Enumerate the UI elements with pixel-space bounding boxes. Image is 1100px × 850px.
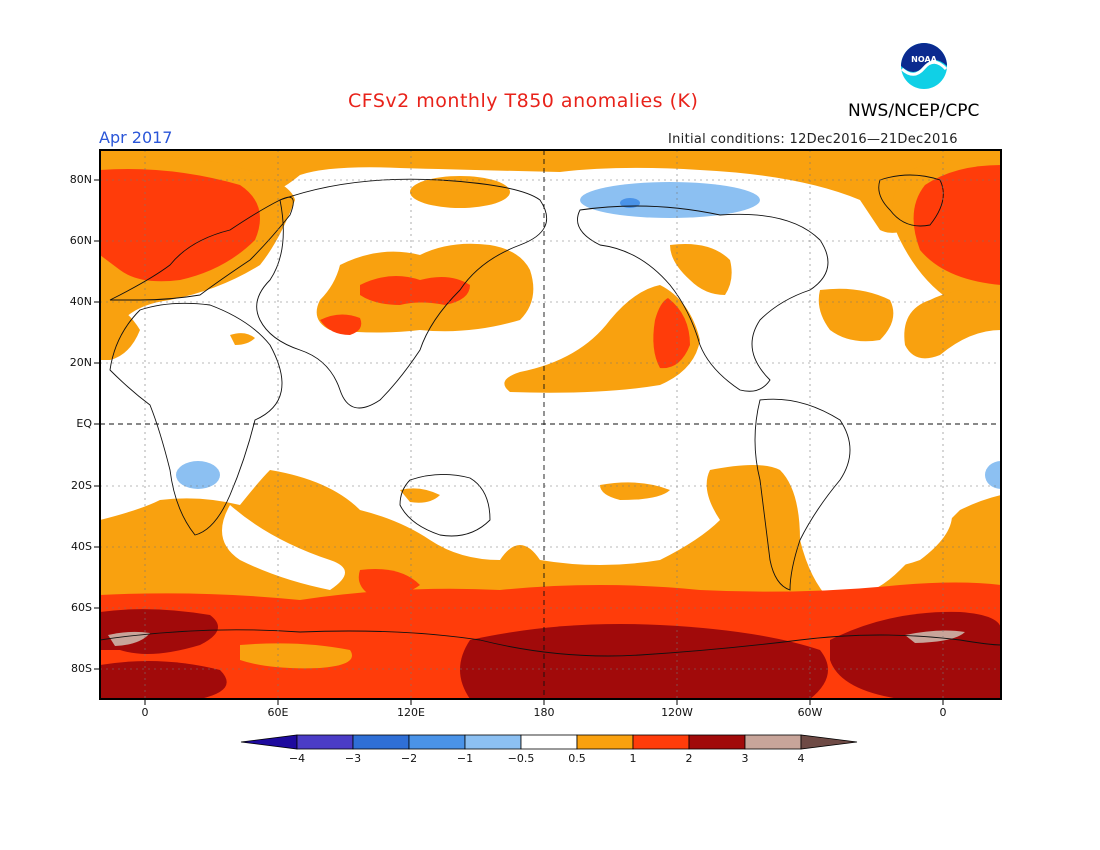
colorbar bbox=[240, 734, 858, 750]
anomaly-region-north-pacific bbox=[504, 285, 700, 393]
anomaly-region-arctic bbox=[100, 150, 1001, 233]
lat-label-40n: 40N bbox=[69, 295, 92, 308]
lat-label-eq: EQ bbox=[76, 417, 92, 430]
noaa-logo-icon: NOAA bbox=[900, 43, 948, 89]
lat-label-40s: 40S bbox=[71, 540, 92, 553]
colorbar-label: 0.5 bbox=[568, 752, 586, 765]
colorbar-segment bbox=[464, 734, 522, 750]
reference-lines bbox=[100, 150, 1001, 699]
colorbar-label: −3 bbox=[344, 752, 362, 765]
colorbar-label: 3 bbox=[741, 752, 749, 765]
colorbar-segment bbox=[296, 734, 354, 750]
colorbar-label: 4 bbox=[797, 752, 805, 765]
colorbar-segment bbox=[688, 734, 746, 750]
colorbar-segment bbox=[520, 734, 578, 750]
colorbar-label: −4 bbox=[288, 752, 306, 765]
colorbar-segment bbox=[352, 734, 410, 750]
colorbar-segment bbox=[408, 734, 466, 750]
colorbar-segment bbox=[632, 734, 690, 750]
lat-label-80n: 80N bbox=[69, 173, 92, 186]
anomaly-region-europe-strong bbox=[100, 169, 260, 282]
lat-label-60s: 60S bbox=[71, 601, 92, 614]
lon-label-120e: 120E bbox=[397, 706, 425, 719]
colorbar-label: 2 bbox=[685, 752, 693, 765]
forecast-month-label: Apr 2017 bbox=[99, 128, 173, 147]
lon-label-180: 180 bbox=[533, 706, 555, 719]
lat-label-80s: 80S bbox=[71, 662, 92, 675]
anomaly-region-arctic-cool bbox=[580, 182, 760, 218]
colorbar-label: −1 bbox=[456, 752, 474, 765]
colorbar-label: −2 bbox=[400, 752, 418, 765]
anomaly-region-africa-cool bbox=[176, 461, 220, 489]
lat-label-20n: 20N bbox=[69, 356, 92, 369]
colorbar-label: −0.5 bbox=[507, 752, 535, 765]
continent-outlines bbox=[100, 174, 1001, 657]
colorbar-segment bbox=[800, 734, 858, 750]
lat-label-60n: 60N bbox=[69, 234, 92, 247]
anomaly-region-antarctic-core bbox=[460, 624, 828, 699]
lon-label-0: 0 bbox=[141, 706, 149, 719]
colorbar-segment bbox=[744, 734, 802, 750]
lon-label-0-east: 0 bbox=[939, 706, 947, 719]
lat-label-20s: 20S bbox=[71, 479, 92, 492]
lon-label-120w: 120W bbox=[661, 706, 693, 719]
initial-conditions-label: Initial conditions: 12Dec2016—21Dec2016 bbox=[668, 132, 958, 147]
logo-text: NOAA bbox=[911, 55, 937, 64]
lon-label-60e: 60E bbox=[267, 706, 289, 719]
map-title: CFSv2 monthly T850 anomalies (K) bbox=[348, 90, 699, 112]
colorbar-segment bbox=[576, 734, 634, 750]
colorbar-label: 1 bbox=[629, 752, 637, 765]
colorbar-segment bbox=[240, 734, 298, 750]
graticule bbox=[100, 150, 1001, 699]
agency-label: NWS/NCEP/CPC bbox=[848, 101, 980, 121]
lon-label-60w: 60W bbox=[797, 706, 823, 719]
